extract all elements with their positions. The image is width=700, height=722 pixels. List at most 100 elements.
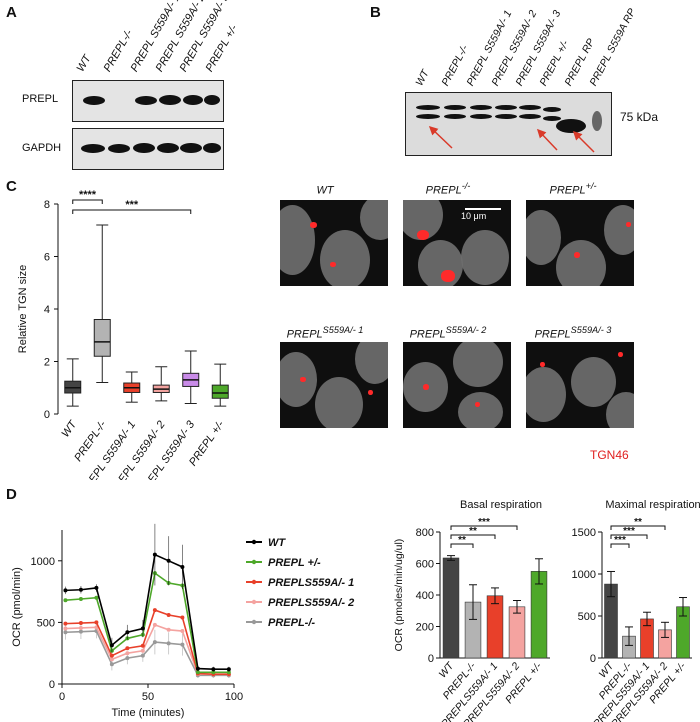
y-tick-label: 800 [416, 527, 434, 539]
data-point [180, 642, 185, 647]
marker-75kda: 75 kDa [620, 110, 659, 124]
series-line [65, 630, 229, 677]
data-point [166, 627, 171, 632]
bar [508, 606, 526, 659]
data-point [140, 626, 145, 631]
box-5 [211, 363, 229, 407]
legend-marker [251, 619, 257, 625]
tgn-dot [574, 252, 580, 258]
band [203, 143, 221, 153]
band [108, 144, 130, 153]
significance-label: ** [458, 535, 466, 546]
y-tick-label: 200 [416, 622, 434, 634]
panel-letter-c: C [6, 178, 17, 195]
legend-marker [251, 559, 257, 565]
series-2 [63, 608, 231, 677]
tgn-dot [618, 352, 623, 357]
bar [486, 595, 504, 659]
significance-bracket [610, 534, 648, 539]
nucleus [280, 352, 317, 407]
data-point [180, 564, 185, 569]
data-point [211, 667, 216, 672]
nucleus [526, 210, 561, 265]
y-tick-label: 600 [416, 559, 434, 571]
panel-letter-d: D [6, 486, 17, 503]
legend-marker [251, 599, 257, 605]
data-point [63, 588, 68, 593]
x-tick-label: 50 [142, 691, 154, 703]
series-0 [63, 523, 231, 672]
chart-title: Maximal respiration [605, 499, 700, 511]
data-point [166, 613, 171, 618]
significance-label: ** [634, 517, 642, 528]
data-point [166, 641, 171, 646]
data-point [78, 596, 83, 601]
micrograph-s559a-1 [280, 342, 388, 428]
lane-label: WT [413, 67, 432, 88]
band [470, 105, 492, 110]
blot-b [405, 92, 612, 156]
micrograph-title: PREPLS559A/- 1 [286, 325, 364, 341]
y-axis-label: OCR (pmol/min) [11, 567, 23, 646]
micrograph-wt [280, 200, 388, 286]
tgn-dot [475, 402, 480, 407]
data-point [78, 629, 83, 634]
series-line [65, 571, 229, 674]
data-point [125, 651, 130, 656]
data-point [63, 626, 68, 631]
nucleus [461, 230, 509, 285]
band [592, 111, 602, 131]
box-3 [152, 366, 170, 402]
series-line [65, 609, 229, 675]
bar [442, 557, 460, 659]
band [444, 105, 466, 110]
y-tick-label: 0 [49, 679, 55, 691]
x-tick-label: WT [60, 418, 80, 440]
data-point [140, 648, 145, 653]
significance-bracket [610, 543, 630, 548]
data-point [195, 666, 200, 671]
nucleus [418, 240, 463, 286]
band [135, 96, 157, 105]
nucleus [320, 230, 370, 286]
legend-label: PREPL +/- [268, 557, 321, 569]
band [543, 107, 561, 112]
band [519, 105, 541, 110]
box-2 [123, 371, 141, 403]
data-point [152, 622, 157, 627]
panel-letter-b: B [370, 4, 381, 21]
data-point [63, 630, 68, 635]
stain-label-tgn46: TGN46 [590, 448, 629, 462]
chart-title: Basal respiration [460, 499, 542, 511]
y-axis-label: Relative TGN size [17, 265, 29, 353]
y-tick-label: 4 [44, 304, 50, 316]
nucleus [606, 392, 634, 428]
data-point [125, 646, 130, 651]
band [159, 95, 181, 105]
box-1 [93, 224, 111, 383]
nucleus [360, 200, 388, 240]
micrograph-prepl-ko: 10 μm [403, 200, 511, 286]
data-point [125, 656, 130, 661]
significance-label: *** [623, 526, 635, 537]
row-label-gapdh: GAPDH [22, 142, 62, 154]
band [556, 119, 586, 133]
scale-bar [465, 208, 501, 210]
nucleus [571, 357, 616, 407]
legend-label: PREPL-/- [268, 617, 315, 629]
y-axis-label: OCR (pmoles/min/ug/ul) [393, 539, 405, 652]
micrograph-title: WT [316, 184, 334, 197]
tgn-dot [626, 222, 631, 227]
ocr-line-chart: 0 500 1000 0 50 100 Time (minutes) OCR (pmol/mi… [11, 523, 354, 719]
band [495, 105, 517, 110]
row-label-prepl: PREPL [22, 93, 59, 105]
micrograph-s559a-2 [403, 342, 511, 428]
data-point [78, 621, 83, 626]
significance-label: *** [125, 199, 139, 211]
data-point [226, 670, 231, 675]
legend-marker [251, 539, 257, 545]
micrograph-prepl-het [526, 200, 634, 286]
nucleus [453, 342, 503, 387]
basal-respiration-chart: Basal respiration 0 200 400 600 800 OCR (pmole… [393, 499, 550, 722]
data-point [180, 629, 185, 634]
